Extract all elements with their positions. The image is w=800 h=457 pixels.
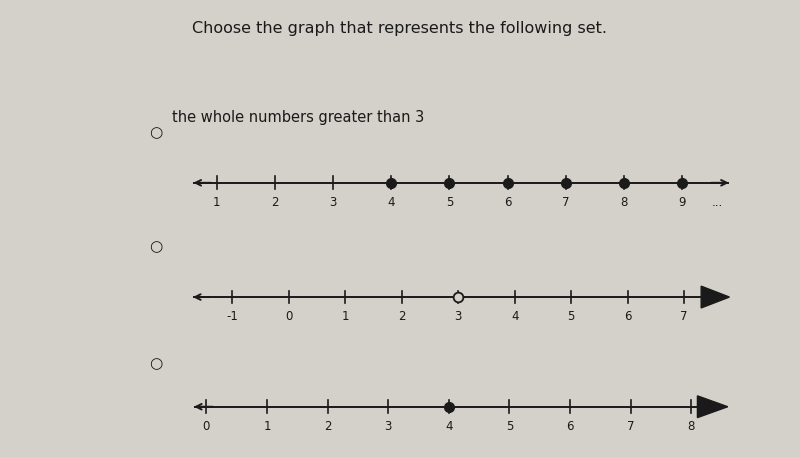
Text: -1: -1: [226, 310, 238, 324]
Polygon shape: [701, 286, 730, 308]
Text: 0: 0: [202, 420, 210, 433]
Text: 3: 3: [330, 196, 337, 209]
Text: ...: ...: [711, 196, 722, 209]
Text: the whole numbers greater than 3: the whole numbers greater than 3: [172, 110, 424, 125]
Text: 4: 4: [445, 420, 453, 433]
Text: 1: 1: [213, 196, 221, 209]
Text: 5: 5: [506, 420, 513, 433]
Text: ○: ○: [150, 239, 162, 254]
Text: 2: 2: [324, 420, 331, 433]
Text: 0: 0: [286, 310, 293, 324]
Text: 4: 4: [387, 196, 395, 209]
Text: 8: 8: [620, 196, 628, 209]
Text: 7: 7: [562, 196, 570, 209]
Text: ○: ○: [150, 125, 162, 140]
Text: 3: 3: [385, 420, 392, 433]
Text: 8: 8: [688, 420, 695, 433]
Text: 6: 6: [504, 196, 511, 209]
Text: ○: ○: [150, 356, 162, 371]
Text: 2: 2: [271, 196, 278, 209]
Text: 1: 1: [263, 420, 270, 433]
Text: 3: 3: [454, 310, 462, 324]
Text: 1: 1: [342, 310, 349, 324]
Text: 2: 2: [398, 310, 406, 324]
Text: 7: 7: [681, 310, 688, 324]
Text: Choose the graph that represents the following set.: Choose the graph that represents the fol…: [193, 21, 607, 36]
Text: 6: 6: [566, 420, 574, 433]
Text: 4: 4: [511, 310, 518, 324]
Polygon shape: [698, 396, 728, 418]
Text: 6: 6: [624, 310, 631, 324]
Text: 9: 9: [678, 196, 686, 209]
Text: 5: 5: [446, 196, 453, 209]
Text: 7: 7: [627, 420, 634, 433]
Text: 5: 5: [568, 310, 575, 324]
